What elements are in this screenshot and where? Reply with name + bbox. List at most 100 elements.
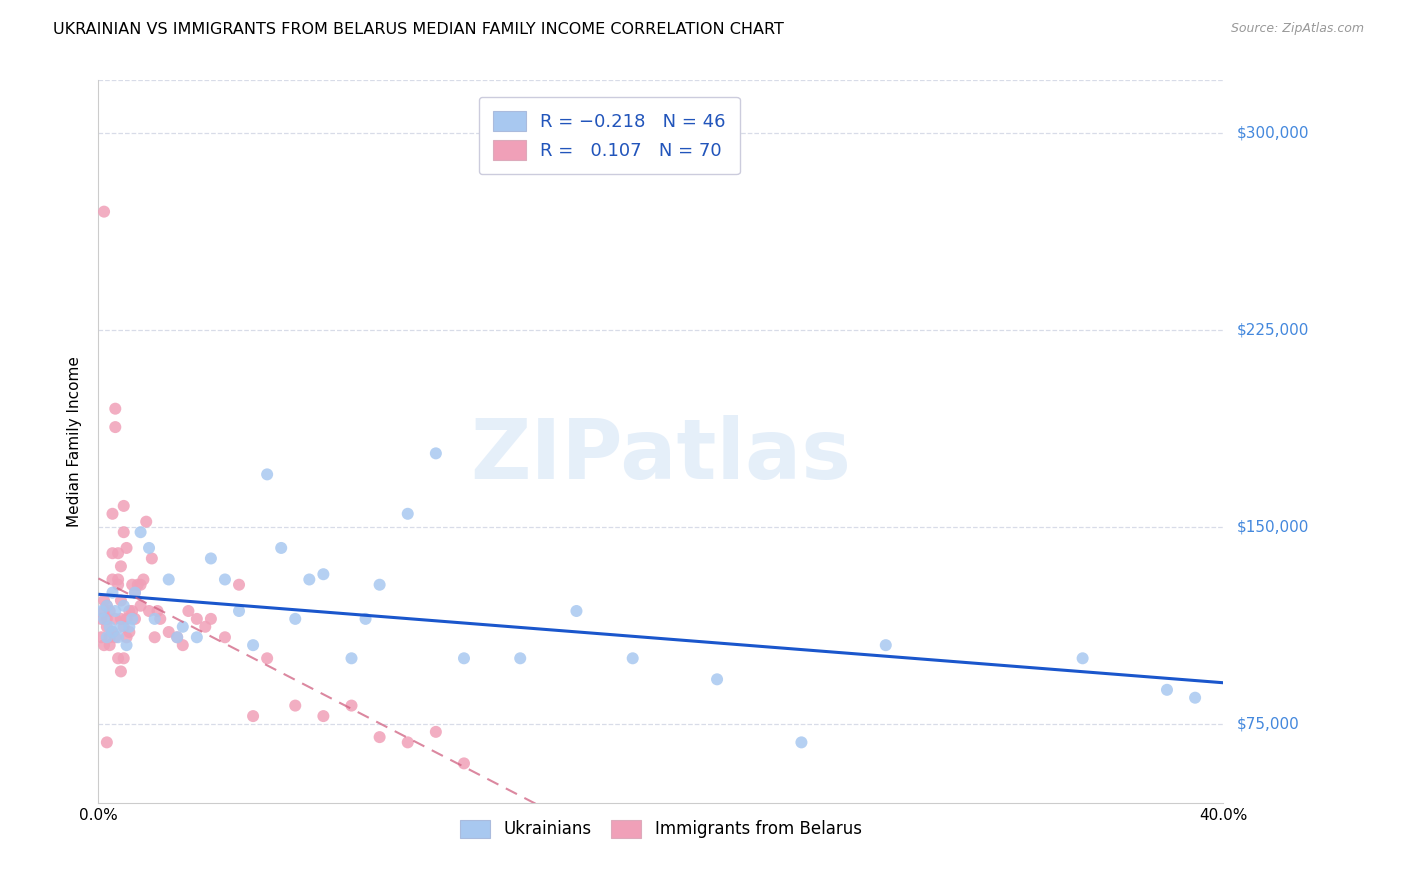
Point [118,620,141,634]
Point [312,567,335,582]
Point [96,620,118,634]
Point [368,730,391,744]
Point [177,604,200,618]
Point [135,515,157,529]
Point [146,604,169,618]
Point [93,604,115,618]
Point [90,604,112,618]
Point [157,625,180,640]
Point [110,559,132,574]
Point [101,625,124,640]
Point [1071,651,1094,665]
Point [565,604,588,618]
Point [172,620,194,634]
Point [93,612,115,626]
Point [425,446,447,460]
Point [115,630,138,644]
Point [509,651,531,665]
Text: $300,000: $300,000 [1237,126,1309,140]
Point [121,612,143,626]
Point [242,638,264,652]
Point [104,604,127,618]
Point [284,612,307,626]
Point [124,585,146,599]
Point [112,599,135,613]
Point [340,698,363,713]
Point [98,620,121,634]
Text: Source: ZipAtlas.com: Source: ZipAtlas.com [1230,22,1364,36]
Point [96,599,118,613]
Point [200,551,222,566]
Point [141,551,163,566]
Point [124,585,146,599]
Point [256,651,278,665]
Point [101,585,124,599]
Point [138,541,160,555]
Point [143,630,166,644]
Text: $150,000: $150,000 [1237,519,1309,534]
Point [104,630,127,644]
Point [284,698,307,713]
Point [107,578,129,592]
Point [127,578,149,592]
Point [396,507,419,521]
Point [368,578,391,592]
Point [110,593,132,607]
Point [90,630,112,644]
Point [104,420,127,434]
Point [112,620,135,634]
Point [340,651,363,665]
Point [200,612,222,626]
Point [98,630,121,644]
Point [124,612,146,626]
Point [228,604,250,618]
Point [96,630,118,644]
Point [110,612,132,626]
Point [166,630,188,644]
Point [112,525,135,540]
Point [121,604,143,618]
Point [214,630,236,644]
Point [96,612,118,626]
Point [425,724,447,739]
Point [101,546,124,560]
Point [453,756,475,771]
Point [110,665,132,679]
Point [1184,690,1206,705]
Point [132,573,155,587]
Point [312,709,335,723]
Point [1156,682,1178,697]
Point [110,620,132,634]
Point [96,599,118,613]
Point [96,735,118,749]
Point [115,612,138,626]
Point [790,735,813,749]
Point [112,651,135,665]
Point [194,620,217,634]
Point [101,625,124,640]
Point [256,467,278,482]
Point [115,541,138,555]
Point [118,604,141,618]
Point [93,593,115,607]
Point [621,651,644,665]
Y-axis label: Median Family Income: Median Family Income [67,356,83,527]
Legend: Ukrainians, Immigrants from Belarus: Ukrainians, Immigrants from Belarus [453,813,869,845]
Point [90,612,112,626]
Point [115,638,138,652]
Point [166,630,188,644]
Point [112,499,135,513]
Point [270,541,292,555]
Point [129,599,152,613]
Point [98,638,121,652]
Point [706,673,728,687]
Point [298,573,321,587]
Point [93,204,115,219]
Point [354,612,377,626]
Point [98,604,121,618]
Point [118,625,141,640]
Point [228,578,250,592]
Point [453,651,475,665]
Point [121,578,143,592]
Point [129,525,152,540]
